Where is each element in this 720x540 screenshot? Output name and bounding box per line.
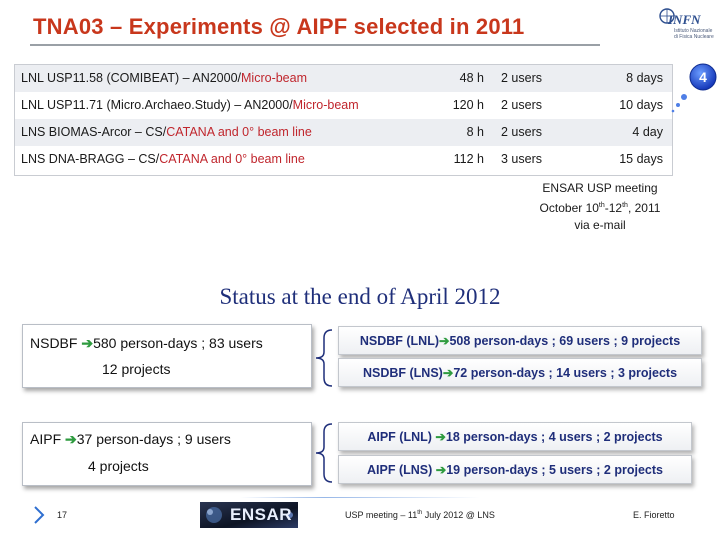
footer-divider [240,497,480,498]
ensar-logo-icon [200,502,298,528]
count-badge: 4 [689,63,717,91]
nsdbf-lns-box: NSDBF (LNS)➔72 person-days ; 14 users ; … [338,358,702,387]
table-row: LNL USP11.58 (COMIBEAT) – AN2000/Micro-b… [15,65,672,92]
aipf-summary-line2: 4 projects [88,458,149,474]
badge-dots-icon [671,94,687,113]
experiment-users: 2 users [501,125,542,139]
experiment-users: 3 users [501,152,542,166]
arrow-icon: ➔ [439,334,450,348]
aipf-lns-box: AIPF (LNS) ➔19 person-days ; 5 users ; 2… [338,455,692,484]
page-number: 17 [57,510,68,520]
experiment-hours: 112 h [453,152,484,166]
experiment-name: LNL USP11.58 (COMIBEAT) – AN2000/Micro-b… [21,71,308,85]
footer-meeting: USP meeting – 11th July 2012 @ LNS [345,510,495,520]
experiment-days: 15 days [619,152,663,166]
aipf-summary-line1: AIPF ➔37 person-days ; 9 users [30,431,231,447]
nsdbf-summary-line1: NSDBF ➔580 person-days ; 83 users [30,335,263,351]
left-brace-icon [315,329,333,387]
experiment-users: 2 users [501,98,542,112]
meeting-note-line1: ENSAR USP meeting [542,181,658,195]
experiment-name: LNS DNA-BRAGG – CS/CATANA and 0° beam li… [21,152,305,166]
table-row: LNS DNA-BRAGG – CS/CATANA and 0° beam li… [15,146,672,173]
meeting-note-line2: October 10th-12th, 2011 [539,201,661,215]
ensar-logo: ENSAR [200,502,298,528]
aipf-lnl-box: AIPF (LNL) ➔18 person-days ; 4 users ; 2… [338,422,692,451]
experiment-hours: 48 h [459,71,484,85]
meeting-note: ENSAR USP meeting October 10th-12th, 201… [520,180,680,234]
experiment-days: 10 days [619,98,663,112]
table-row: LNL USP11.71 (Micro.Archaeo.Study) – AN2… [15,92,672,119]
experiment-days: 4 day [632,125,663,139]
infn-logo: INFN Istituto Nazionale di Fisica Nuclea… [656,6,714,54]
meeting-note-line3: via e-mail [574,218,626,232]
experiment-name: LNL USP11.71 (Micro.Archaeo.Study) – AN2… [21,98,359,112]
experiment-hours: 120 h [452,98,484,112]
experiment-hours: 8 h [466,125,484,139]
table-row: LNS BIOMAS-Arcor – CS/CATANA and 0° beam… [15,119,672,146]
title-underline [30,44,600,46]
infn-logo-word: INFN [668,12,701,27]
experiments-table: LNL USP11.58 (COMIBEAT) – AN2000/Micro-b… [14,64,673,176]
nsdbf-summary-box [22,324,312,388]
slide-title: TNA03 – Experiments @ AIPF selected in 2… [33,14,525,39]
arrow-icon: ➔ [435,430,446,444]
chevron-right-icon [34,506,45,524]
aipf-summary-box [22,422,312,486]
arrow-icon: ➔ [81,335,94,351]
arrow-icon: ➔ [442,366,454,380]
nsdbf-lnl-box: NSDBF (LNL)➔508 person-days ; 69 users ;… [338,326,702,355]
arrow-icon: ➔ [65,431,77,447]
experiment-name: LNS BIOMAS-Arcor – CS/CATANA and 0° beam… [21,125,312,139]
ensar-logo-word: ENSAR [230,505,293,524]
status-heading: Status at the end of April 2012 [219,284,501,309]
infn-logo-icon [659,8,675,24]
left-brace-icon [315,423,333,483]
experiment-users: 2 users [501,71,542,85]
infn-logo-subtitle: Istituto Nazionale di Fisica Nucleare [674,28,714,40]
experiment-days: 8 days [626,71,663,85]
badge-value: 4 [699,69,707,85]
footer-author: E. Fioretto [633,510,675,520]
nsdbf-summary-line2: 12 projects [102,361,171,377]
arrow-icon: ➔ [435,463,447,477]
